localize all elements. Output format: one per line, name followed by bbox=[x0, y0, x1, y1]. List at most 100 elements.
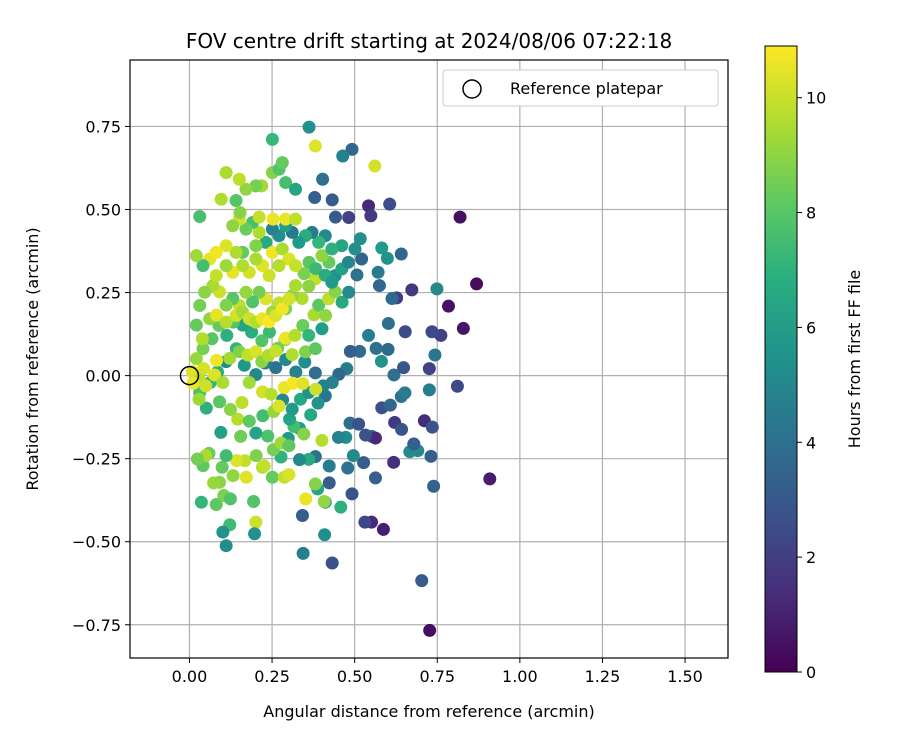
data-point bbox=[397, 361, 411, 375]
data-point bbox=[234, 429, 248, 443]
data-point bbox=[196, 259, 210, 273]
data-point bbox=[245, 325, 259, 339]
data-point bbox=[196, 342, 210, 356]
data-point bbox=[296, 546, 310, 560]
data-point bbox=[219, 166, 233, 180]
x-axis-ticks: 0.00 0.25 0.50 0.75 1.00 1.25 1.50 bbox=[172, 658, 703, 686]
data-point bbox=[214, 425, 228, 439]
legend-box bbox=[442, 69, 719, 107]
data-point bbox=[322, 476, 336, 490]
data-point bbox=[325, 242, 339, 256]
data-point bbox=[430, 282, 444, 296]
data-point bbox=[362, 328, 376, 342]
data-point bbox=[249, 345, 263, 359]
data-point bbox=[302, 120, 316, 134]
data-point bbox=[298, 345, 312, 359]
colorbar-bar bbox=[764, 45, 798, 673]
data-point bbox=[213, 395, 227, 409]
y-tick-label: 0.00 bbox=[85, 367, 121, 386]
data-points bbox=[185, 120, 497, 637]
data-point bbox=[279, 212, 293, 226]
colorbar-tick-label: 2 bbox=[806, 548, 816, 567]
data-point bbox=[189, 249, 203, 263]
data-point bbox=[239, 470, 253, 484]
data-point bbox=[335, 239, 349, 253]
colorbar-tick-label: 4 bbox=[806, 433, 816, 452]
data-point bbox=[395, 422, 409, 436]
data-point bbox=[223, 492, 237, 506]
data-point bbox=[198, 285, 212, 299]
data-point bbox=[229, 194, 243, 208]
data-point bbox=[239, 182, 253, 196]
reference-platepar-marker bbox=[179, 365, 200, 386]
y-tick-label: −0.50 bbox=[72, 533, 121, 552]
data-point bbox=[242, 414, 256, 428]
data-point bbox=[304, 408, 318, 422]
data-point bbox=[231, 412, 245, 426]
data-point bbox=[376, 522, 390, 536]
data-point bbox=[272, 399, 286, 413]
data-point bbox=[189, 352, 203, 366]
data-point bbox=[235, 396, 249, 410]
legend-marker-icon bbox=[462, 79, 482, 99]
data-point bbox=[214, 192, 228, 206]
data-point bbox=[230, 454, 244, 468]
data-point bbox=[192, 392, 206, 406]
data-point bbox=[450, 379, 464, 393]
data-point bbox=[282, 292, 296, 306]
data-point bbox=[358, 515, 372, 529]
data-point bbox=[193, 299, 207, 313]
data-point bbox=[302, 452, 316, 466]
data-point bbox=[289, 279, 303, 293]
data-point bbox=[246, 295, 260, 309]
data-point bbox=[381, 342, 395, 356]
data-point bbox=[210, 353, 224, 367]
data-point bbox=[215, 460, 229, 474]
data-point bbox=[262, 325, 276, 339]
data-point bbox=[199, 401, 213, 415]
data-point bbox=[239, 222, 253, 236]
data-point bbox=[285, 348, 299, 362]
data-point bbox=[265, 470, 279, 484]
data-point bbox=[264, 387, 278, 401]
data-point bbox=[249, 179, 263, 193]
data-point bbox=[372, 279, 386, 293]
data-point bbox=[283, 412, 297, 426]
data-point bbox=[425, 325, 439, 339]
colorbar-tick-label: 10 bbox=[806, 89, 826, 108]
data-point bbox=[308, 191, 322, 205]
data-point bbox=[210, 308, 224, 322]
data-point bbox=[483, 472, 497, 486]
data-point bbox=[364, 209, 378, 223]
data-point bbox=[342, 210, 356, 224]
data-point bbox=[453, 210, 467, 224]
data-point bbox=[269, 344, 283, 358]
y-tick-label: −0.25 bbox=[72, 450, 121, 469]
x-tick-label: 0.25 bbox=[254, 667, 290, 686]
data-point bbox=[312, 298, 326, 312]
data-point bbox=[341, 255, 355, 269]
data-point bbox=[195, 332, 209, 346]
data-point bbox=[252, 285, 266, 299]
data-point bbox=[325, 556, 339, 570]
data-point bbox=[398, 386, 412, 400]
data-point bbox=[335, 295, 349, 309]
data-point bbox=[219, 239, 233, 253]
data-point bbox=[316, 172, 330, 186]
data-point bbox=[383, 398, 397, 412]
data-point bbox=[209, 498, 223, 512]
data-point bbox=[229, 245, 243, 259]
legend-label: Reference platepar bbox=[510, 79, 663, 98]
data-point bbox=[262, 269, 276, 283]
data-point bbox=[428, 348, 442, 362]
colorbar-tick-label: 0 bbox=[806, 663, 816, 682]
data-point bbox=[295, 508, 309, 522]
x-tick-label: 0.00 bbox=[172, 667, 208, 686]
data-point bbox=[232, 172, 246, 186]
data-point bbox=[387, 368, 401, 382]
data-point bbox=[357, 456, 371, 470]
data-point bbox=[343, 344, 357, 358]
data-point bbox=[282, 468, 296, 482]
data-point bbox=[216, 376, 230, 390]
data-point bbox=[381, 316, 395, 330]
